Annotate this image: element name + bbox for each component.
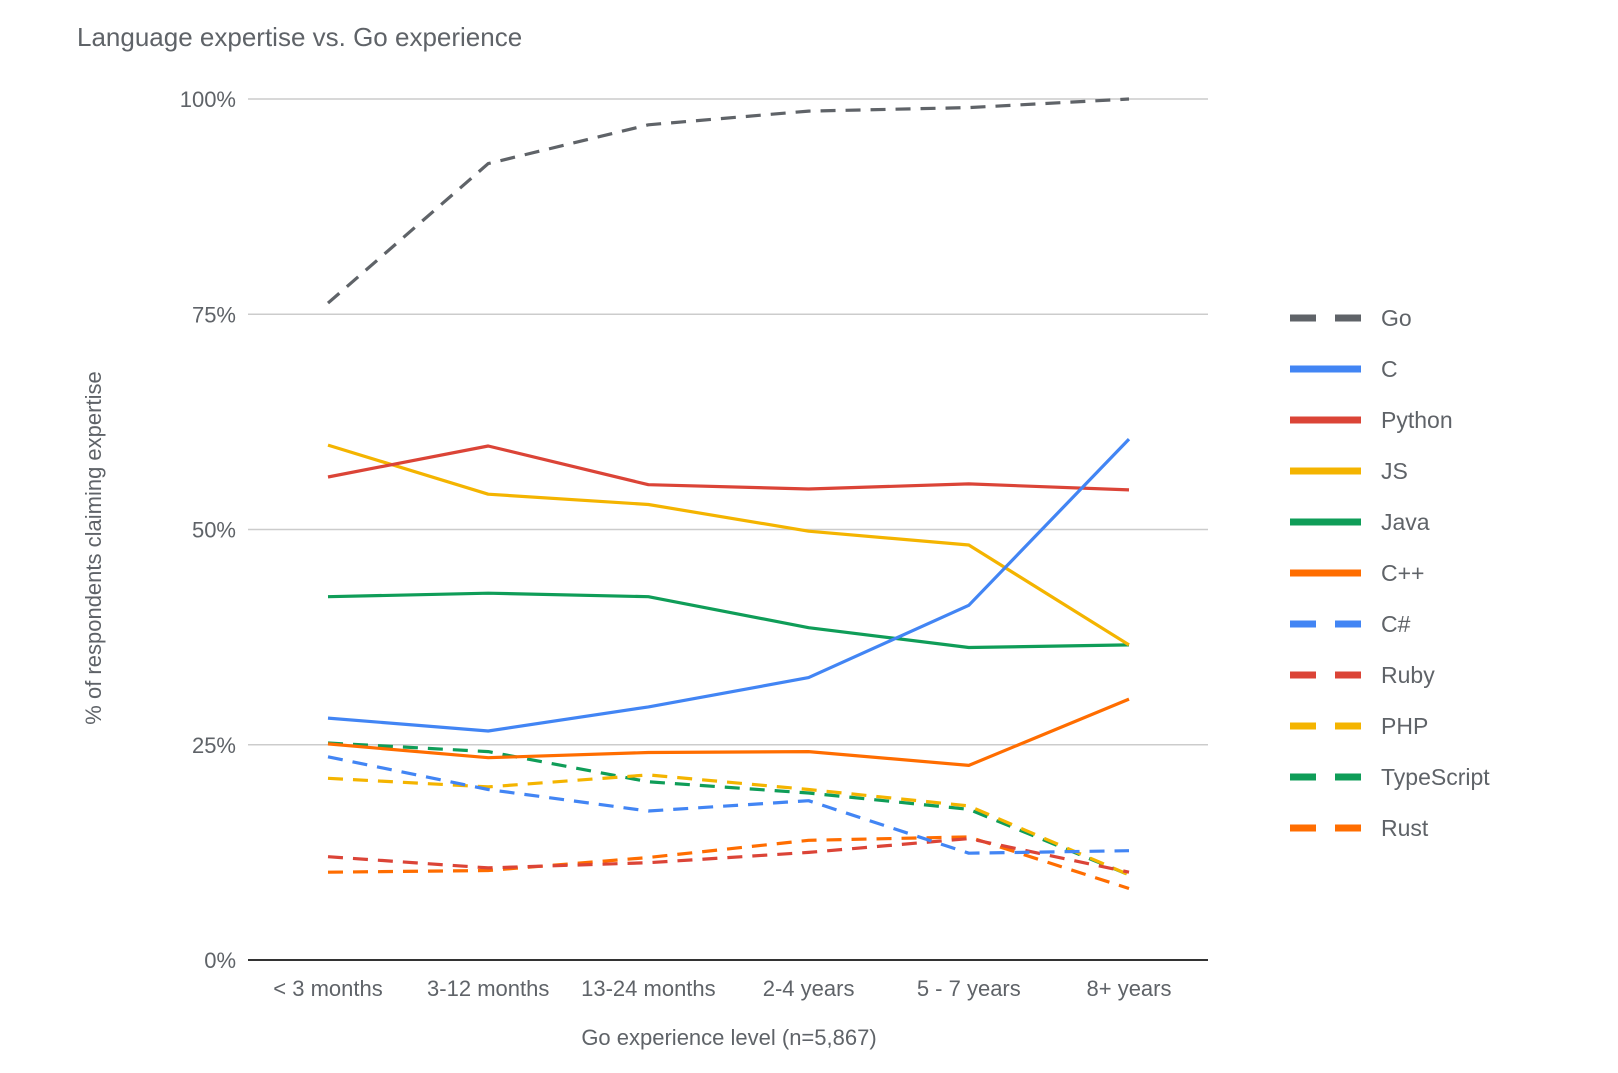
y-tick-label: 50% — [192, 518, 236, 543]
legend-label: TypeScript — [1381, 764, 1490, 790]
legend-item-rust: Rust — [1290, 815, 1429, 841]
legend-label: PHP — [1381, 713, 1428, 739]
legend-label: C# — [1381, 611, 1411, 637]
series-line-typescript — [327, 741, 1130, 877]
series-line-cplusplus — [327, 697, 1130, 768]
legend-label: C — [1381, 356, 1398, 382]
x-tick-label: 13-24 months — [581, 976, 716, 1001]
legend: Go C Python JS Java C++ C# Ruby PHP TypeScript Rus… — [1290, 305, 1490, 841]
x-tick-label: < 3 months — [273, 976, 382, 1001]
y-tick-label: 25% — [192, 733, 236, 758]
legend-item-ruby: Ruby — [1290, 662, 1435, 688]
y-tick-label: 100% — [180, 87, 236, 112]
x-tick-label: 3-12 months — [427, 976, 549, 1001]
series-line-csharp — [327, 755, 1130, 855]
legend-label: Ruby — [1381, 662, 1435, 688]
legend-item-java: Java — [1290, 509, 1430, 535]
y-tick-label: 75% — [192, 302, 236, 327]
y-axis-title: % of respondents claiming expertise — [81, 371, 106, 724]
x-axis-ticks: < 3 months 3-12 months 13-24 months 2-4 yea… — [273, 976, 1171, 1001]
x-tick-label: 5 - 7 years — [917, 976, 1021, 1001]
series-line-go — [326, 97, 1130, 305]
legend-label: C++ — [1381, 560, 1424, 586]
legend-item-c: C — [1290, 356, 1398, 382]
legend-label: Python — [1381, 407, 1453, 433]
series-line-js — [327, 443, 1130, 647]
series-line-python — [327, 444, 1130, 492]
legend-label: Rust — [1381, 815, 1429, 841]
legend-label: JS — [1381, 458, 1408, 484]
x-tick-label: 2-4 years — [763, 976, 855, 1001]
y-tick-label: 0% — [204, 948, 236, 973]
gridlines — [248, 98, 1208, 961]
x-axis-title: Go experience level (n=5,867) — [581, 1025, 876, 1050]
series-line-c — [327, 437, 1131, 733]
legend-item-php: PHP — [1290, 713, 1428, 739]
legend-label: Go — [1381, 305, 1412, 331]
legend-item-go: Go — [1290, 305, 1412, 331]
chart-title: Language expertise vs. Go experience — [77, 22, 522, 52]
series-line-java — [327, 591, 1130, 650]
legend-item-csharp: C# — [1290, 611, 1411, 637]
legend-item-js: JS — [1290, 458, 1408, 484]
legend-item-typescript: TypeScript — [1290, 764, 1490, 790]
y-axis-ticks: 0% 25% 50% 75% 100% — [180, 87, 236, 973]
x-tick-label: 8+ years — [1087, 976, 1172, 1001]
series-line-rust — [327, 835, 1130, 891]
legend-label: Java — [1381, 509, 1430, 535]
series-line-ruby — [327, 836, 1130, 874]
series-line-php — [327, 773, 1130, 877]
series-lines — [326, 97, 1131, 891]
legend-item-python: Python — [1290, 407, 1453, 433]
legend-item-cplusplus: C++ — [1290, 560, 1424, 586]
